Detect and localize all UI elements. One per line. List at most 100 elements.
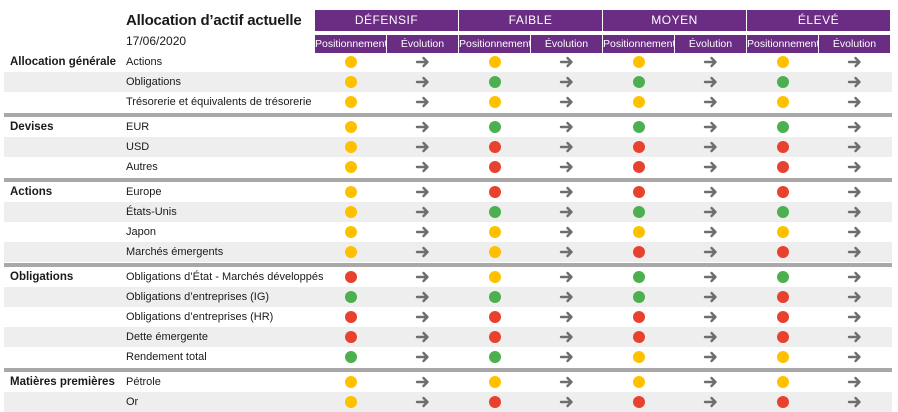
arrow-right-icon [703, 271, 717, 283]
positionnement-header: Positionnement [459, 35, 530, 53]
arrow-right-icon [559, 271, 573, 283]
profile-header: ÉLEVÉ [747, 10, 890, 31]
arrow-right-icon [559, 161, 573, 173]
evolution-header: Évolution [531, 35, 602, 53]
arrow-right-icon [703, 186, 717, 198]
arrow-right-icon [559, 206, 573, 218]
status-dot-yellow [776, 351, 789, 363]
arrow-right-icon [559, 351, 573, 363]
arrow-right-icon [703, 121, 717, 133]
evolution-header: Évolution [819, 35, 890, 53]
status-dot-yellow [632, 376, 645, 388]
table-row: Marchés émergents [4, 242, 892, 262]
arrow-right-icon [415, 206, 429, 218]
arrow-right-icon [703, 226, 717, 238]
arrow-right-icon [847, 331, 861, 343]
status-dot-yellow [488, 96, 501, 108]
status-dot-yellow [488, 226, 501, 238]
profile-header: MOYEN [603, 10, 746, 31]
arrow-right-icon [703, 56, 717, 68]
arrow-right-icon [703, 396, 717, 408]
status-dot-yellow [344, 76, 357, 88]
arrow-right-icon [415, 246, 429, 258]
arrow-right-icon [559, 121, 573, 133]
arrow-right-icon [559, 311, 573, 323]
status-dot-red [344, 331, 357, 343]
status-dot-yellow [344, 396, 357, 408]
status-dot-yellow [488, 271, 501, 283]
arrow-right-icon [559, 226, 573, 238]
category-label: Matières premières [10, 376, 115, 388]
status-dot-red [488, 331, 501, 343]
asset-label: Europe [126, 186, 162, 198]
arrow-right-icon [703, 291, 717, 303]
table-row: Actions Europe [4, 182, 892, 202]
page-date: 17/06/2020 [126, 34, 187, 48]
asset-label: Autres [126, 161, 158, 173]
status-dot-yellow [344, 226, 357, 238]
asset-label: Rendement total [126, 351, 207, 363]
arrow-right-icon [415, 351, 429, 363]
status-dot-yellow [632, 351, 645, 363]
status-dot-red [776, 331, 789, 343]
status-dot-red [488, 311, 501, 323]
arrow-right-icon [847, 246, 861, 258]
arrow-right-icon [847, 161, 861, 173]
status-dot-green [776, 121, 789, 133]
arrow-right-icon [847, 56, 861, 68]
evolution-header: Évolution [675, 35, 746, 53]
status-dot-red [488, 186, 501, 198]
group-separator [4, 368, 892, 372]
arrow-right-icon [559, 141, 573, 153]
table-row: Obligations [4, 72, 892, 92]
arrow-right-icon [415, 121, 429, 133]
category-label: Devises [10, 121, 54, 133]
status-dot-green [776, 206, 789, 218]
status-dot-red [632, 311, 645, 323]
arrow-right-icon [847, 291, 861, 303]
positionnement-header: Positionnement [747, 35, 818, 53]
status-dot-yellow [344, 246, 357, 258]
table-row: Matières premières Pétrole [4, 372, 892, 392]
positionnement-header: Positionnement [603, 35, 674, 53]
status-dot-green [632, 291, 645, 303]
asset-label: Japon [126, 226, 156, 238]
status-dot-yellow [776, 96, 789, 108]
table-row: Dette émergente [4, 327, 892, 347]
category-label: Actions [10, 186, 53, 198]
arrow-right-icon [415, 331, 429, 343]
arrow-right-icon [415, 161, 429, 173]
asset-label: Obligations d’État - Marchés développés [126, 271, 324, 283]
table-row: Trésorerie et équivalents de trésorerie [4, 92, 892, 112]
page-title: Allocation d’actif actuelle [126, 12, 302, 29]
evolution-header: Évolution [387, 35, 458, 53]
arrow-right-icon [703, 76, 717, 88]
status-dot-red [632, 396, 645, 408]
arrow-right-icon [559, 291, 573, 303]
arrow-right-icon [847, 121, 861, 133]
status-dot-green [632, 121, 645, 133]
table-row: Autres [4, 157, 892, 177]
status-dot-red [632, 161, 645, 173]
arrow-right-icon [847, 376, 861, 388]
status-dot-green [632, 271, 645, 283]
group-separator [4, 263, 892, 267]
asset-label: Pétrole [126, 376, 161, 388]
arrow-right-icon [415, 291, 429, 303]
arrow-right-icon [559, 396, 573, 408]
arrow-right-icon [847, 271, 861, 283]
status-dot-red [488, 141, 501, 153]
arrow-right-icon [847, 351, 861, 363]
status-dot-green [488, 121, 501, 133]
status-dot-red [776, 161, 789, 173]
arrow-right-icon [415, 76, 429, 88]
arrow-right-icon [415, 141, 429, 153]
status-dot-yellow [488, 246, 501, 258]
asset-label: Marchés émergents [126, 246, 224, 258]
table-row: Rendement total [4, 347, 892, 367]
arrow-right-icon [559, 76, 573, 88]
table-row: États-Unis [4, 202, 892, 222]
status-dot-green [632, 76, 645, 88]
arrow-right-icon [703, 331, 717, 343]
arrow-right-icon [415, 311, 429, 323]
